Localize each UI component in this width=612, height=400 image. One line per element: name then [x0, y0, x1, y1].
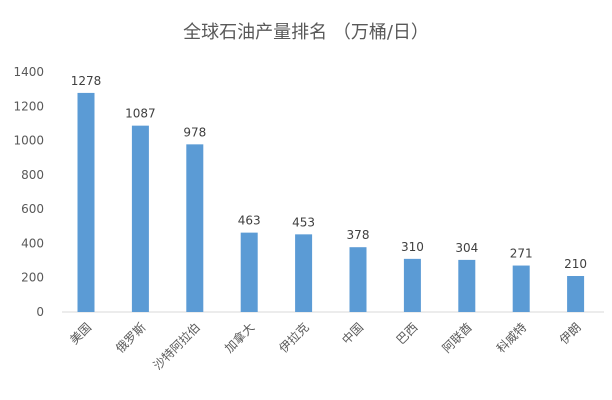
- category-label: 中国: [339, 320, 367, 348]
- y-tick-label: 1400: [13, 65, 44, 79]
- y-tick-label: 200: [21, 271, 44, 285]
- data-label: 453: [292, 215, 315, 229]
- category-label: 伊朗: [557, 320, 584, 347]
- data-label: 271: [510, 247, 533, 261]
- bar: [295, 234, 313, 312]
- category-label: 伊拉克: [276, 320, 312, 356]
- category-label: 美国: [67, 320, 94, 347]
- y-tick-label: 0: [36, 305, 44, 319]
- data-label: 978: [183, 125, 206, 139]
- category-label: 巴西: [394, 320, 421, 347]
- data-label: 378: [347, 228, 370, 242]
- category-label: 加拿大: [221, 320, 257, 356]
- data-label: 1087: [125, 107, 156, 121]
- bar: [186, 144, 204, 312]
- bar: [512, 265, 530, 312]
- bar: [403, 258, 421, 312]
- data-labels-group: 1278 1087 978 463 453 378 310 304 271 210: [71, 74, 587, 271]
- bar: [240, 232, 258, 312]
- data-label: 210: [564, 257, 587, 271]
- bar: [567, 276, 585, 312]
- category-label: 科威特: [493, 320, 529, 356]
- y-tick-label: 800: [21, 168, 44, 182]
- chart-title: 全球石油产量排名 （万桶/日）: [183, 22, 429, 43]
- category-label: 沙特阿拉伯: [150, 320, 203, 373]
- y-tick-label: 400: [21, 236, 44, 250]
- y-tick-label: 1200: [13, 99, 44, 113]
- bar: [349, 247, 367, 312]
- category-label: 俄罗斯: [113, 320, 148, 355]
- y-tick-label: 600: [21, 202, 44, 216]
- data-label: 1278: [71, 74, 102, 88]
- category-label: 阿联酋: [439, 320, 475, 356]
- data-label: 310: [401, 240, 424, 254]
- bar: [131, 125, 149, 313]
- category-labels-group: 美国 俄罗斯 沙特阿拉伯 加拿大 伊拉克 中国 巴西 阿联酋 科威特 伊朗: [67, 320, 583, 373]
- bar: [77, 92, 95, 313]
- bars-group: [77, 92, 585, 313]
- y-axis-ticks: 0 200 400 600 800 1000 1200 1400: [13, 65, 44, 319]
- y-tick-label: 1000: [13, 134, 44, 148]
- data-label: 304: [455, 241, 478, 255]
- data-label: 463: [238, 214, 261, 228]
- bar: [458, 259, 476, 312]
